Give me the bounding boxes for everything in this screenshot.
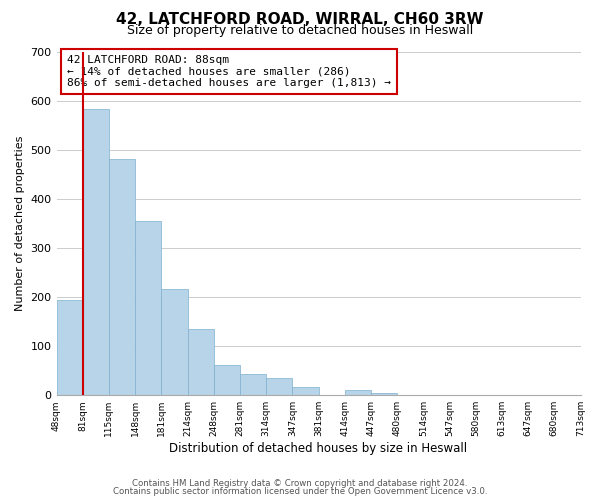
Bar	[240, 374, 266, 395]
Y-axis label: Number of detached properties: Number of detached properties	[15, 136, 25, 311]
Bar	[345, 390, 371, 395]
Bar	[161, 289, 188, 395]
Text: 42, LATCHFORD ROAD, WIRRAL, CH60 3RW: 42, LATCHFORD ROAD, WIRRAL, CH60 3RW	[116, 12, 484, 28]
X-axis label: Distribution of detached houses by size in Heswall: Distribution of detached houses by size …	[169, 442, 467, 455]
Text: Contains HM Land Registry data © Crown copyright and database right 2024.: Contains HM Land Registry data © Crown c…	[132, 478, 468, 488]
Bar	[135, 222, 161, 395]
Bar	[266, 378, 292, 395]
Bar	[292, 387, 319, 395]
Bar	[109, 159, 135, 395]
Bar	[83, 109, 109, 395]
Text: Contains public sector information licensed under the Open Government Licence v3: Contains public sector information licen…	[113, 487, 487, 496]
Bar	[188, 330, 214, 395]
Bar	[56, 300, 83, 395]
Text: 42 LATCHFORD ROAD: 88sqm
← 14% of detached houses are smaller (286)
86% of semi-: 42 LATCHFORD ROAD: 88sqm ← 14% of detach…	[67, 55, 391, 88]
Bar	[371, 393, 397, 395]
Text: Size of property relative to detached houses in Heswall: Size of property relative to detached ho…	[127, 24, 473, 37]
Bar	[214, 365, 240, 395]
